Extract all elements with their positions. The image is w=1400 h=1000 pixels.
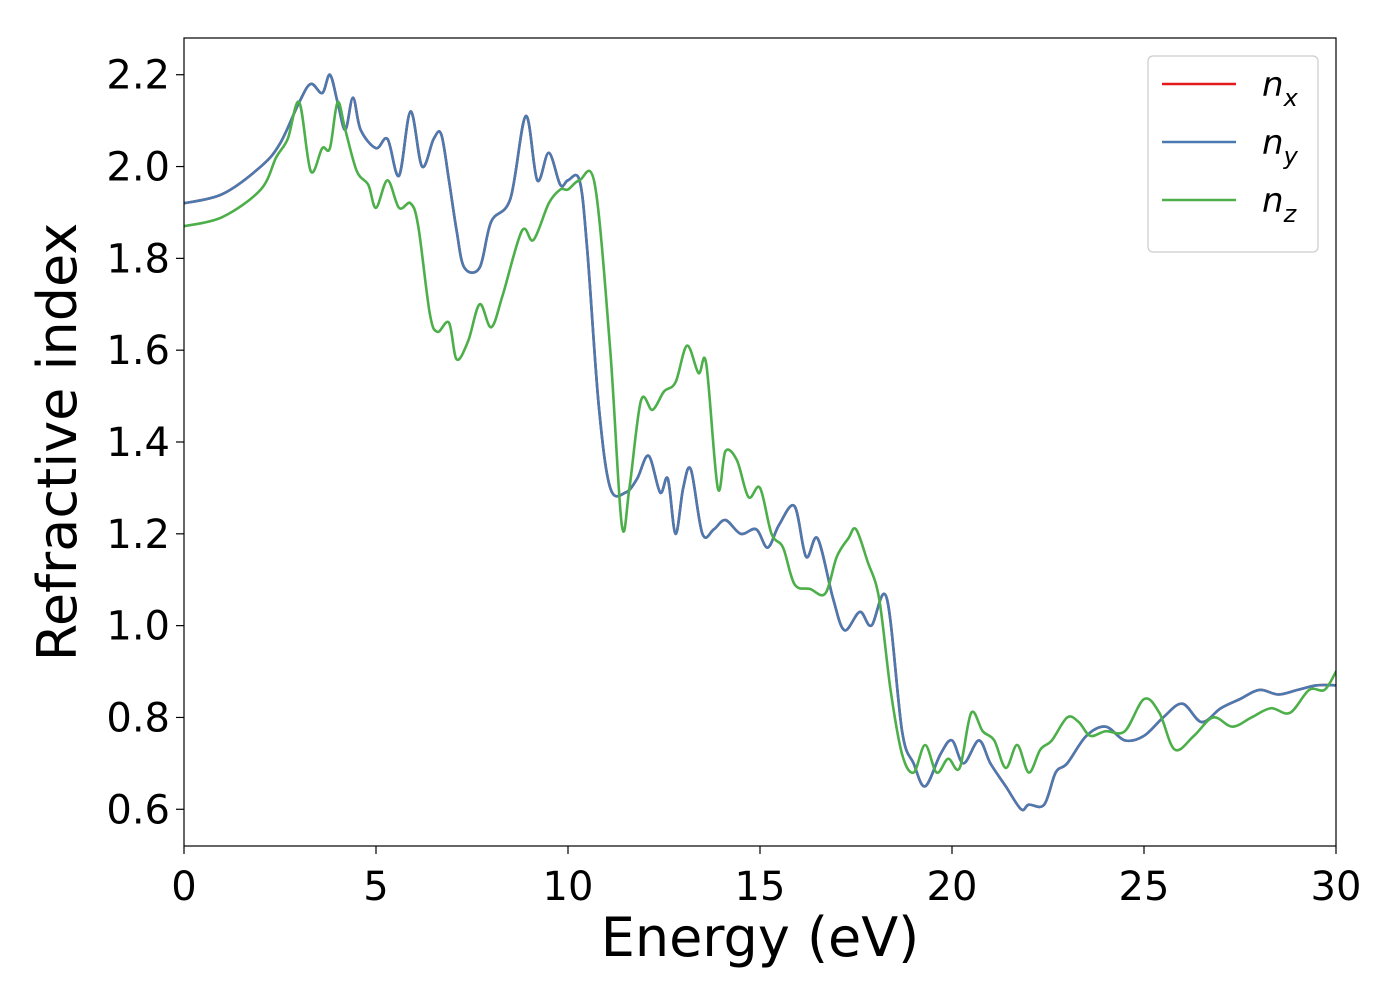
- y-tick-label: 1.4: [106, 420, 170, 466]
- series-line-y: [184, 73, 1336, 812]
- x-tick-label: 20: [927, 864, 978, 910]
- series-layer: [184, 73, 1336, 812]
- x-tick-label: 0: [171, 864, 196, 910]
- legend: nx ny nz: [1147, 55, 1319, 253]
- x-tick-label: 30: [1311, 864, 1362, 910]
- y-tick-label: 0.6: [106, 787, 170, 833]
- legend-label-z: nz: [1262, 181, 1298, 228]
- x-tick-label: 15: [735, 864, 786, 910]
- x-axis: 0 5 10 15 20 25 30: [171, 846, 1361, 910]
- legend-label-x: nx: [1262, 65, 1299, 112]
- x-tick-label: 10: [543, 864, 594, 910]
- x-tick-label: 5: [363, 864, 388, 910]
- y-tick-label: 1.0: [106, 604, 170, 650]
- x-tick-label: 25: [1119, 864, 1170, 910]
- x-axis-label: Energy (eV): [601, 906, 920, 969]
- y-tick-label: 2.2: [106, 53, 170, 99]
- legend-label-y: ny: [1262, 123, 1299, 170]
- y-axis-label: Refractive index: [26, 223, 89, 662]
- y-tick-label: 1.8: [106, 236, 170, 282]
- legend-frame: [1147, 55, 1319, 253]
- y-tick-label: 1.2: [106, 512, 170, 558]
- series-line-z: [184, 100, 1336, 775]
- y-axis: 0.6 0.8 1.0 1.2 1.4 1.6 1.8 2.0 2.2: [106, 53, 184, 833]
- y-tick-label: 0.8: [106, 695, 170, 741]
- y-tick-label: 1.6: [106, 328, 170, 374]
- y-tick-label: 2.0: [106, 145, 170, 191]
